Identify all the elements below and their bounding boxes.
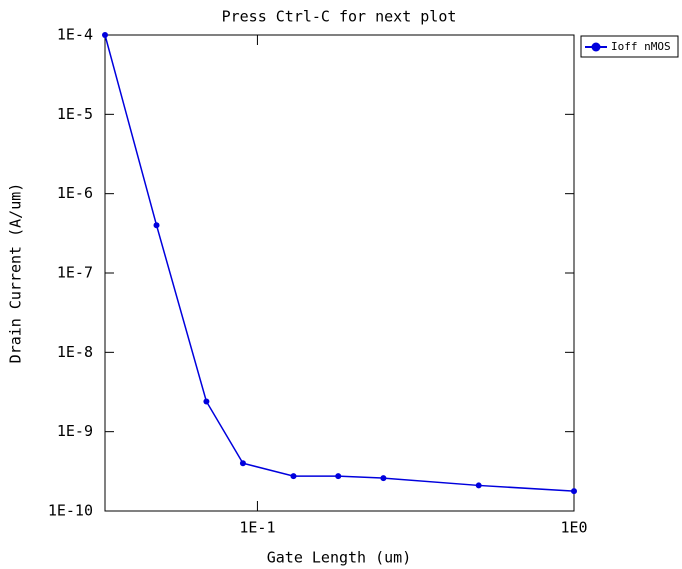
x-axis-label: Gate Length (um) xyxy=(267,549,412,567)
data-point xyxy=(571,488,577,495)
y-axis-label: Drain Current (A/um) xyxy=(7,183,25,364)
legend-marker xyxy=(591,42,601,52)
data-point xyxy=(475,482,482,489)
data-point xyxy=(290,473,297,480)
x-tick-label: 1E-1 xyxy=(239,519,275,537)
data-point xyxy=(102,32,108,38)
y-tick-label: 1E-4 xyxy=(57,26,93,44)
data-point xyxy=(335,473,342,480)
y-tick-label: 1E-10 xyxy=(48,502,93,520)
y-tick-label: 1E-5 xyxy=(57,105,93,123)
y-tick-label: 1E-7 xyxy=(57,264,93,282)
data-point xyxy=(380,475,387,482)
legend-label: Ioff nMOS xyxy=(611,40,671,53)
y-tick-label: 1E-8 xyxy=(57,343,93,361)
x-tick-label: 1E0 xyxy=(560,519,587,537)
data-point xyxy=(153,222,160,229)
data-point xyxy=(239,460,246,467)
data-point xyxy=(203,398,210,405)
chart-title: Press Ctrl-C for next plot xyxy=(222,8,457,26)
legend-box xyxy=(580,35,679,58)
plot-frame xyxy=(104,34,575,512)
y-tick-label: 1E-6 xyxy=(57,184,93,202)
series-line xyxy=(104,34,575,492)
y-tick-label: 1E-9 xyxy=(57,422,93,440)
